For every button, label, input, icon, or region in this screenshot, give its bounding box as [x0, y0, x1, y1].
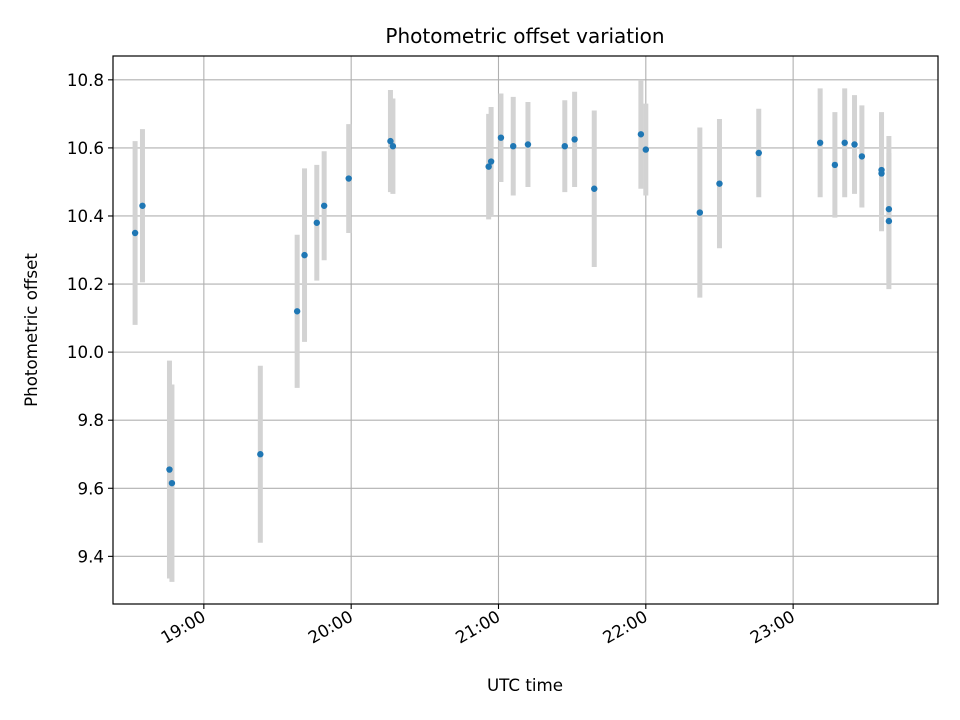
data-point	[257, 451, 264, 458]
y-axis-label: Photometric offset	[21, 253, 41, 407]
data-point	[878, 170, 885, 177]
y-tick-label: 10.6	[67, 138, 104, 158]
y-axis-ticks: 9.4 9.6 9.8 10.0 10.2 10.4 10.6 10.8	[67, 70, 113, 566]
data-point	[858, 153, 866, 160]
y-tick-label: 9.6	[77, 478, 104, 498]
data-points	[131, 131, 893, 487]
data-point	[497, 134, 505, 141]
data-point	[389, 142, 397, 150]
y-tick-label: 9.8	[77, 410, 104, 430]
data-point	[485, 163, 492, 170]
data-point	[637, 131, 645, 138]
data-point	[841, 139, 848, 146]
data-point	[510, 142, 517, 150]
data-point	[168, 479, 176, 487]
y-tick-label: 10.4	[67, 206, 104, 226]
y-tick-label: 10.8	[67, 70, 104, 90]
grid	[113, 56, 938, 604]
data-point	[293, 308, 301, 315]
data-point	[139, 202, 146, 209]
data-point	[571, 136, 578, 143]
plot-frame	[112, 55, 939, 605]
data-point	[345, 175, 352, 182]
data-point	[320, 202, 328, 209]
data-point	[885, 217, 893, 225]
data-point	[487, 158, 495, 165]
y-tick-label: 9.4	[77, 546, 104, 566]
data-point	[885, 205, 893, 213]
data-point	[816, 139, 824, 146]
data-point	[851, 141, 858, 148]
data-point	[696, 209, 704, 216]
data-point	[561, 142, 568, 150]
data-point	[131, 229, 139, 237]
x-axis-label: UTC time	[487, 675, 563, 695]
y-tick-label: 10.0	[67, 342, 104, 362]
data-point	[831, 161, 839, 169]
data-point	[166, 466, 173, 473]
y-tick-label: 10.2	[67, 274, 104, 294]
data-point	[313, 219, 320, 226]
data-point	[301, 251, 308, 259]
data-point	[387, 137, 394, 145]
data-point	[716, 180, 723, 187]
data-point	[642, 146, 650, 153]
data-point	[755, 149, 762, 157]
data-point	[591, 185, 598, 192]
data-point	[524, 141, 532, 148]
chart-title: Photometric offset variation	[385, 24, 664, 48]
